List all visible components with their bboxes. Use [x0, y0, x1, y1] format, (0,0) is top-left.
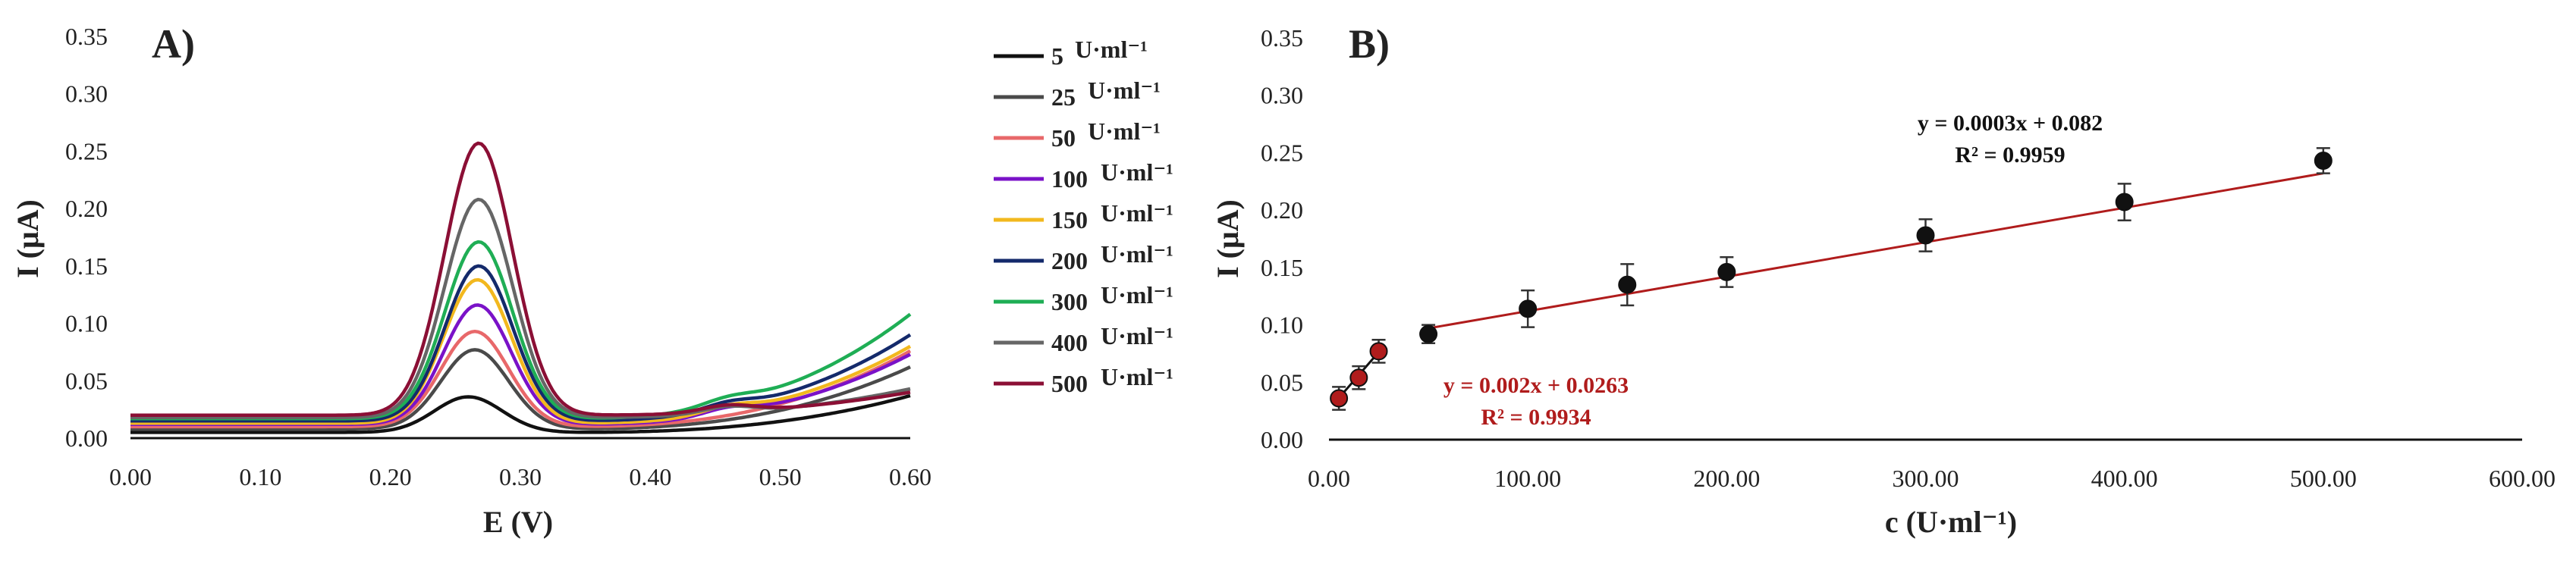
y-tick-label: 0.30	[1261, 82, 1303, 109]
legend-value: 200	[1051, 247, 1088, 274]
legend-unit: U·ml⁻¹	[1101, 158, 1173, 186]
x-tick-label: 100.00	[1494, 465, 1561, 492]
data-point	[1717, 262, 1736, 281]
x-tick-label: 500.00	[2290, 465, 2357, 492]
x-tick-label: 0.30	[499, 463, 542, 490]
legend-value: 100	[1051, 165, 1088, 193]
legend-unit: U·ml⁻¹	[1101, 240, 1173, 268]
panel-b-y-axis-title: I (μA)	[1211, 199, 1245, 278]
x-tick-label: 0.00	[1308, 465, 1350, 492]
y-tick-label: 0.10	[1261, 312, 1303, 339]
data-point	[1519, 299, 1538, 318]
legend-value: 400	[1051, 329, 1088, 356]
y-tick-label: 0.25	[1261, 139, 1303, 166]
y-tick-label: 0.30	[65, 80, 108, 108]
y-tick-label: 0.35	[65, 23, 108, 50]
legend-value: 50	[1051, 124, 1076, 152]
y-tick-label: 0.10	[65, 310, 108, 337]
x-tick-label: 400.00	[2091, 465, 2158, 492]
y-tick-label: 0.00	[65, 424, 108, 452]
data-point	[1330, 389, 1349, 408]
panel-b-equations: y = 0.0003x + 0.082 R² = 0.9959 y = 0.00…	[1444, 111, 2103, 430]
legend-unit: U·ml⁻¹	[1101, 322, 1173, 349]
fit-r2-main: R² = 0.9959	[1955, 143, 2065, 168]
panel-a-x-axis-title: E (V)	[483, 505, 553, 539]
y-tick-label: 0.20	[65, 195, 108, 222]
legend-value: 25	[1051, 83, 1076, 111]
y-tick-label: 0.00	[1261, 426, 1303, 453]
y-tick-label: 0.05	[65, 367, 108, 394]
panel-b-y-ticks: 0.00 0.05 0.10 0.15 0.20 0.25 0.30 0.35	[1261, 24, 1303, 453]
series-line-500	[130, 141, 911, 417]
data-point	[1349, 368, 1368, 387]
series-line-5	[130, 393, 911, 434]
legend-unit: U·ml⁻¹	[1088, 77, 1161, 104]
legend-value: 150	[1051, 206, 1088, 233]
data-point	[1419, 324, 1438, 343]
data-point	[1618, 275, 1637, 294]
panel-b-points	[1330, 147, 2333, 411]
x-tick-label: 0.20	[369, 463, 412, 490]
y-tick-label: 0.05	[1261, 368, 1303, 396]
legend-value: 300	[1051, 288, 1088, 315]
x-tick-label: 0.10	[239, 463, 281, 490]
x-tick-label: 300.00	[1893, 465, 1959, 492]
legend-unit: U·ml⁻¹	[1101, 199, 1173, 227]
y-tick-label: 0.15	[65, 252, 108, 280]
legend-unit: U·ml⁻¹	[1075, 36, 1148, 63]
panel-a-label: A)	[152, 21, 195, 67]
fit-equation-low: y = 0.002x + 0.0263	[1444, 373, 1629, 398]
x-tick-label: 200.00	[1693, 465, 1760, 492]
legend-unit: U·ml⁻¹	[1101, 281, 1173, 309]
panel-b-x-ticks: 0.00 100.00 200.00 300.00 400.00 500.00 600.00	[1308, 465, 2556, 492]
data-point	[2314, 152, 2333, 171]
panel-a: A) 0.00 0.05 0.10 0.15 0.20 0.25 0.30 0.35 0.00…	[11, 21, 931, 539]
fit-line	[1428, 172, 2324, 330]
x-tick-label: 0.60	[889, 463, 931, 490]
legend-value: 500	[1051, 370, 1088, 397]
x-tick-label: 0.40	[629, 463, 671, 490]
legend-value: 5	[1051, 42, 1063, 70]
legend-unit: U·ml⁻¹	[1101, 363, 1173, 390]
panel-a-x-ticks: 0.00 0.10 0.20 0.30 0.40 0.50 0.60	[109, 463, 931, 490]
data-point	[2115, 193, 2134, 211]
series-line-200	[130, 264, 912, 423]
panel-b: B) 0.00 0.05 0.10 0.15 0.20 0.25 0.30 0.35 0.00…	[1211, 21, 2556, 539]
panel-b-x-axis-title: c (U·ml⁻¹)	[1885, 505, 2017, 539]
x-tick-label: 0.50	[759, 463, 802, 490]
fit-equation-main: y = 0.0003x + 0.082	[1918, 111, 2103, 136]
data-point	[1369, 342, 1388, 361]
fit-r2-low: R² = 0.9934	[1481, 405, 1591, 430]
y-tick-label: 0.20	[1261, 196, 1303, 224]
y-tick-label: 0.15	[1261, 254, 1303, 281]
data-point	[1916, 226, 1935, 245]
y-tick-label: 0.35	[1261, 24, 1303, 52]
series-line-150	[130, 277, 912, 425]
panel-b-fit-lines	[1337, 172, 2324, 399]
legend-unit: U·ml⁻¹	[1088, 117, 1161, 145]
x-tick-label: 0.00	[109, 463, 152, 490]
series-line-25	[130, 348, 911, 431]
panel-a-y-axis-title: I (μA)	[11, 199, 45, 278]
panel-a-y-ticks: 0.00 0.05 0.10 0.15 0.20 0.25 0.30 0.35	[65, 23, 108, 452]
series-line-400	[130, 197, 911, 419]
panel-a-series-group	[130, 141, 912, 434]
panel-b-label: B)	[1349, 21, 1390, 67]
x-tick-label: 600.00	[2489, 465, 2556, 492]
y-tick-label: 0.25	[65, 137, 108, 164]
